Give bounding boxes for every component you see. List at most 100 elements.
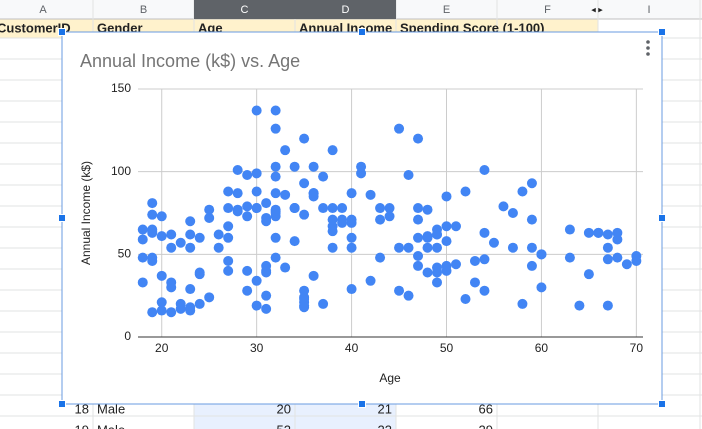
point <box>242 211 253 222</box>
point <box>422 204 433 215</box>
x-tick-label: 60 <box>535 341 549 355</box>
column-header-selected <box>194 0 295 19</box>
point <box>289 203 300 214</box>
point <box>469 255 480 266</box>
resize-handle[interactable] <box>58 28 66 36</box>
point <box>251 168 262 179</box>
point <box>479 227 490 238</box>
cell[interactable]: 21 <box>378 401 392 416</box>
point <box>479 254 490 265</box>
chart-menu[interactable] <box>646 40 650 56</box>
point <box>213 242 224 253</box>
point <box>432 224 443 235</box>
point <box>536 249 547 260</box>
y-axis-label: Annual Income (k$) <box>79 161 93 265</box>
point <box>166 277 177 288</box>
cell[interactable]: 29 <box>479 422 493 429</box>
point <box>270 188 281 199</box>
resize-handle[interactable] <box>58 214 66 222</box>
point <box>270 252 281 263</box>
point <box>194 298 205 309</box>
point <box>450 259 461 270</box>
resize-handle[interactable] <box>658 214 666 222</box>
point <box>432 262 443 273</box>
point <box>507 208 518 218</box>
point <box>593 227 604 238</box>
resize-handle[interactable] <box>358 400 366 408</box>
column-header[interactable]: F <box>544 4 551 16</box>
point <box>517 298 528 309</box>
point <box>194 267 205 278</box>
point <box>194 232 205 243</box>
resize-handle[interactable] <box>658 400 666 408</box>
point <box>308 270 319 281</box>
cell[interactable]: 20 <box>277 401 291 416</box>
point <box>583 269 594 280</box>
cell[interactable]: 52 <box>277 422 291 429</box>
point <box>223 221 234 232</box>
cell[interactable]: 19 <box>75 422 89 429</box>
point <box>251 105 262 116</box>
column-header[interactable]: C <box>241 4 249 16</box>
point <box>612 227 623 238</box>
point <box>602 229 613 240</box>
column-header[interactable]: B <box>140 4 147 16</box>
point <box>270 123 281 134</box>
point <box>223 186 234 197</box>
point <box>270 232 281 243</box>
point <box>450 221 461 232</box>
point <box>156 297 167 308</box>
point <box>564 252 575 263</box>
point <box>422 231 433 242</box>
cell[interactable]: 18 <box>75 401 89 416</box>
point <box>413 214 424 225</box>
point <box>621 259 632 270</box>
resize-handle[interactable] <box>58 400 66 408</box>
cell[interactable]: 66 <box>479 401 493 416</box>
cell[interactable]: Male <box>97 422 125 429</box>
point <box>156 305 167 316</box>
point <box>365 189 376 200</box>
point <box>185 284 196 295</box>
point <box>299 133 310 144</box>
cell[interactable]: 23 <box>378 422 392 429</box>
resize-handle[interactable] <box>358 28 366 36</box>
point <box>469 277 480 288</box>
point <box>375 203 386 214</box>
point <box>213 229 224 240</box>
point <box>308 188 319 199</box>
point <box>156 231 167 242</box>
point <box>394 285 405 296</box>
point <box>242 265 253 276</box>
point <box>327 145 338 156</box>
point <box>280 262 291 273</box>
point <box>147 252 158 263</box>
point <box>204 204 215 215</box>
point <box>403 290 414 301</box>
cell[interactable]: CustomerID <box>0 20 71 35</box>
chart: Annual Income (k$) vs. Age Age Annual In… <box>58 28 666 408</box>
column-header[interactable]: I <box>647 4 650 16</box>
point <box>185 302 196 313</box>
y-tick-label: 100 <box>111 164 131 178</box>
hidden-columns-arrows[interactable]: ◂ ▸ <box>591 4 603 14</box>
point <box>337 203 348 214</box>
point <box>413 260 424 271</box>
column-header[interactable]: E <box>443 4 450 16</box>
column-header[interactable]: A <box>39 4 47 16</box>
cell[interactable]: Male <box>97 401 125 416</box>
point <box>232 165 243 176</box>
point <box>574 300 585 311</box>
point <box>156 270 167 281</box>
x-tick-label: 20 <box>155 341 169 355</box>
column-header[interactable]: D <box>342 4 350 16</box>
point <box>299 285 310 296</box>
point <box>346 232 357 243</box>
point <box>175 237 186 248</box>
point <box>261 212 272 223</box>
point <box>137 234 148 245</box>
resize-handle[interactable] <box>658 28 666 36</box>
point <box>337 214 348 225</box>
point <box>147 209 158 220</box>
x-axis-label: Age <box>379 371 401 385</box>
